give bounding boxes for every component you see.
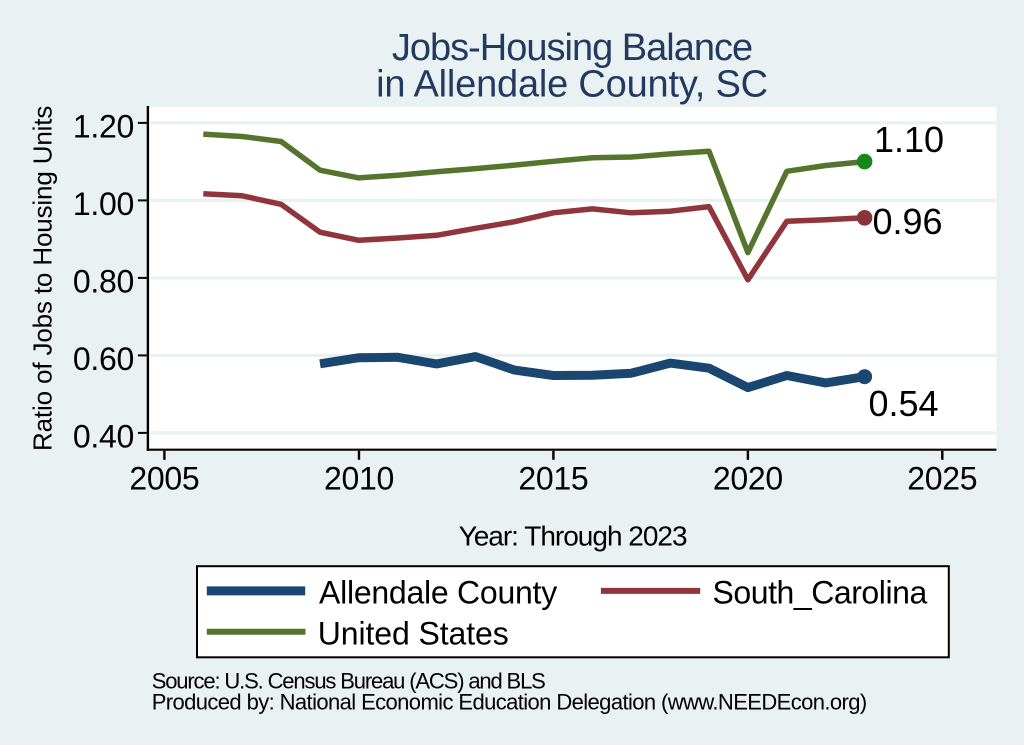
- svg-text:Source: U.S. Census Bureau (AC: Source: U.S. Census Bureau (ACS) and BLS: [152, 669, 545, 694]
- svg-text:United States: United States: [318, 615, 509, 651]
- svg-text:2015: 2015: [518, 461, 588, 497]
- svg-text:2020: 2020: [713, 461, 783, 497]
- svg-text:2005: 2005: [129, 461, 199, 497]
- svg-text:Jobs-Housing Balance: Jobs-Housing Balance: [392, 27, 752, 69]
- svg-text:0.80: 0.80: [73, 263, 134, 299]
- svg-text:2010: 2010: [324, 461, 394, 497]
- svg-text:South_Carolina: South_Carolina: [713, 575, 928, 611]
- svg-text:1.00: 1.00: [73, 186, 134, 222]
- svg-text:Ratio of Jobs to Housing Units: Ratio of Jobs to Housing Units: [28, 106, 58, 451]
- svg-text:0.96: 0.96: [873, 201, 943, 242]
- svg-text:Produced by: National Economic: Produced by: National Economic Education…: [152, 690, 867, 715]
- svg-text:1.20: 1.20: [73, 108, 134, 144]
- svg-text:1.10: 1.10: [874, 119, 944, 160]
- svg-text:0.40: 0.40: [73, 418, 134, 454]
- svg-text:0.60: 0.60: [73, 341, 134, 377]
- svg-text:in Allendale County, SC: in Allendale County, SC: [376, 64, 768, 106]
- svg-text:Year: Through 2023: Year: Through 2023: [459, 520, 687, 551]
- svg-text:0.54: 0.54: [869, 383, 939, 424]
- svg-text:Allendale County: Allendale County: [319, 575, 557, 611]
- svg-text:2025: 2025: [907, 461, 977, 497]
